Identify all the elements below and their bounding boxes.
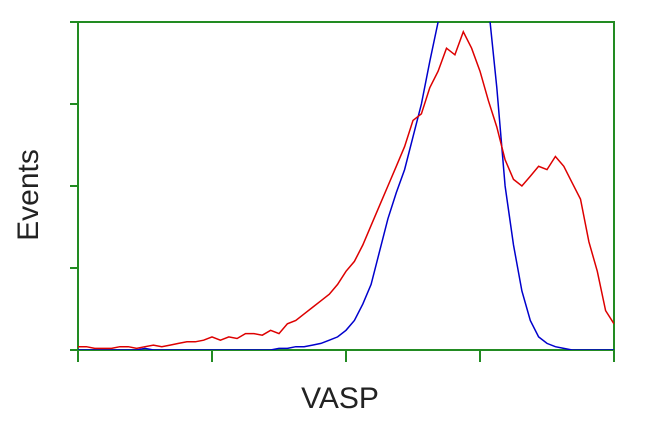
histogram-line: [78, 29, 614, 350]
plot-frame: [77, 21, 615, 351]
histogram-line: [78, 22, 614, 350]
x-axis-label: VASP: [301, 382, 379, 415]
plot-area: [78, 22, 614, 350]
y-axis-label: Events: [12, 149, 45, 241]
